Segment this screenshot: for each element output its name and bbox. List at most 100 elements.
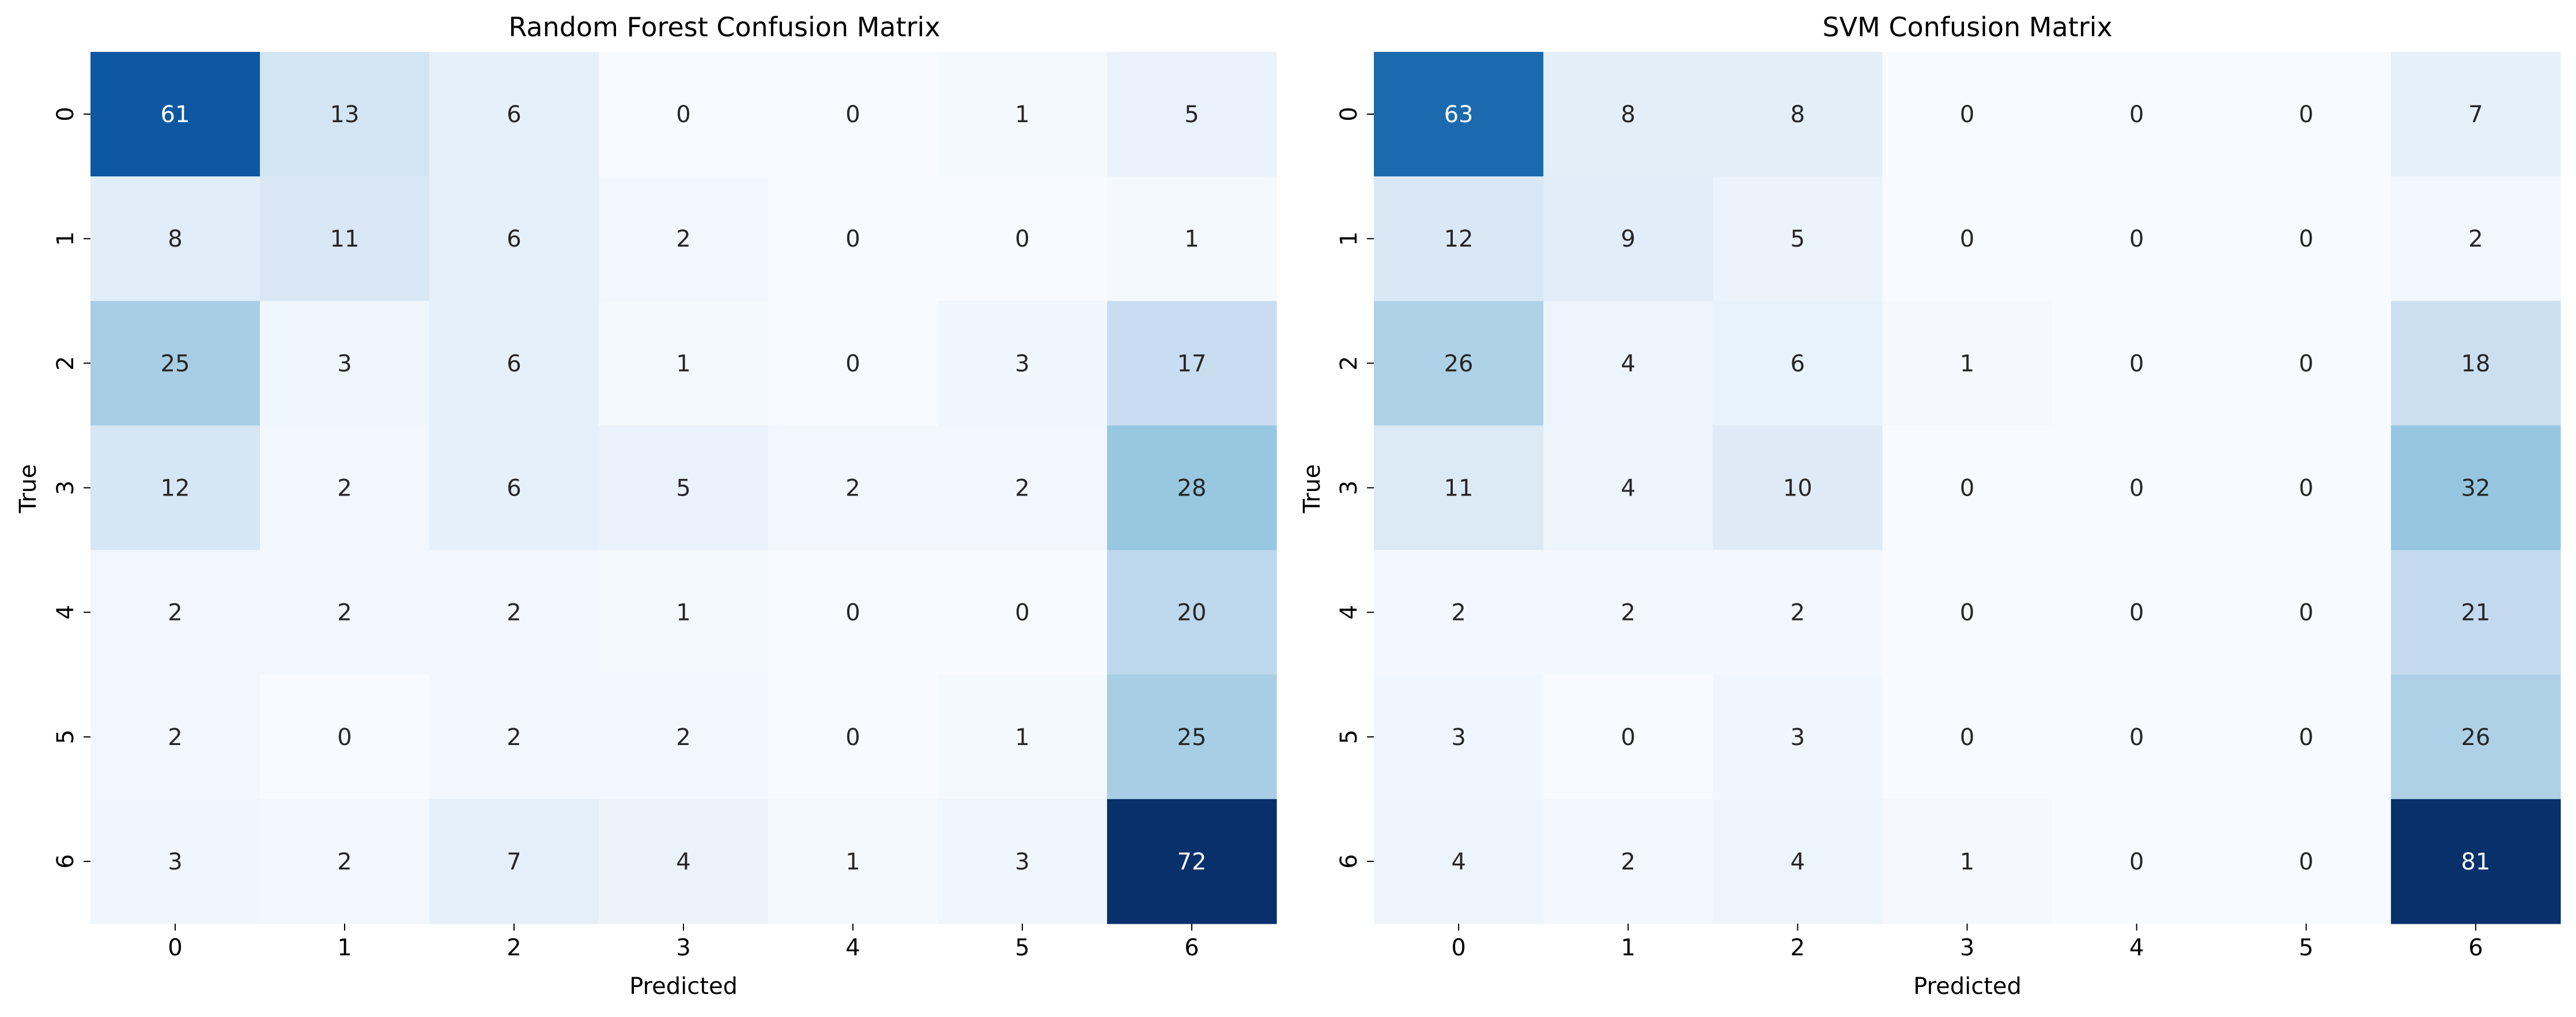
cell-4-2 bbox=[1713, 550, 1883, 675]
cell-label-5-1: 0 bbox=[1621, 724, 1635, 751]
cell-label-1-4: 0 bbox=[2129, 226, 2144, 252]
cell-label-3-3: 0 bbox=[1960, 475, 1974, 502]
y-axis-label: True bbox=[1299, 464, 1325, 514]
cell-4-5 bbox=[938, 550, 1108, 675]
x-tick-labels: 0 1 2 3 4 5 6 bbox=[1451, 924, 2483, 961]
cell-label-5-1: 0 bbox=[337, 724, 352, 751]
x-tick-label-4: 4 bbox=[2129, 935, 2144, 961]
cell-label-6-6: 81 bbox=[2461, 849, 2490, 875]
x-tick-labels: 0 1 2 3 4 5 6 bbox=[168, 924, 1199, 961]
cell-3-5 bbox=[938, 425, 1108, 551]
x-axis-label: Predicted bbox=[629, 973, 738, 1000]
cell-1-6 bbox=[1107, 176, 1277, 301]
cell-label-2-3: 1 bbox=[676, 350, 690, 377]
cell-2-3 bbox=[1882, 301, 2053, 426]
cell-label-2-4: 0 bbox=[2129, 350, 2144, 377]
cell-label-3-3: 5 bbox=[676, 475, 690, 502]
cell-1-1 bbox=[260, 176, 430, 301]
chart-title: Random Forest Confusion Matrix bbox=[508, 12, 940, 43]
cell-label-5-6: 26 bbox=[2461, 724, 2490, 751]
cell-2-0 bbox=[90, 301, 260, 426]
cell-3-3 bbox=[599, 425, 769, 551]
cell-0-2 bbox=[429, 52, 599, 177]
cell-1-6 bbox=[2390, 176, 2561, 301]
cell-6-0 bbox=[1374, 799, 1544, 924]
cell-label-3-2: 6 bbox=[507, 475, 521, 502]
cell-3-0 bbox=[1374, 425, 1544, 551]
cell-5-2 bbox=[429, 674, 599, 800]
cell-label-0-1: 8 bbox=[1621, 101, 1635, 128]
cell-0-5 bbox=[2221, 52, 2392, 177]
cell-label-3-1: 2 bbox=[337, 475, 352, 502]
y-tick-label-4: 4 bbox=[1336, 605, 1362, 619]
cell-4-0 bbox=[1374, 550, 1544, 675]
cell-label-6-3: 1 bbox=[1960, 849, 1974, 875]
cell-3-5 bbox=[2221, 425, 2392, 551]
cell-label-2-5: 0 bbox=[2299, 350, 2313, 377]
cell-label-4-0: 2 bbox=[1451, 600, 1465, 626]
cell-label-1-5: 0 bbox=[1015, 226, 1029, 252]
cell-2-4 bbox=[768, 301, 938, 426]
cell-label-6-3: 4 bbox=[676, 849, 690, 875]
cell-label-0-6: 5 bbox=[1184, 101, 1199, 128]
cell-6-1 bbox=[1543, 799, 1713, 924]
cell-2-6 bbox=[1107, 301, 1277, 426]
cell-label-5-3: 2 bbox=[676, 724, 690, 751]
cell-label-1-0: 12 bbox=[1444, 226, 1474, 252]
cell-6-4 bbox=[768, 799, 938, 924]
cell-1-3 bbox=[599, 176, 769, 301]
cell-4-3 bbox=[1882, 550, 2053, 675]
cell-label-0-5: 0 bbox=[2299, 101, 2313, 128]
cell-6-3 bbox=[1882, 799, 2053, 924]
cell-label-0-2: 6 bbox=[507, 101, 521, 128]
cell-6-5 bbox=[2221, 799, 2392, 924]
x-tick-label-6: 6 bbox=[1184, 935, 1199, 961]
cell-label-4-4: 0 bbox=[845, 600, 860, 626]
cell-label-6-2: 4 bbox=[1791, 849, 1805, 875]
y-tick-label-6: 6 bbox=[52, 854, 79, 868]
cell-6-2 bbox=[1713, 799, 1883, 924]
cell-label-1-6: 1 bbox=[1184, 226, 1199, 252]
cell-label-5-2: 2 bbox=[507, 724, 521, 751]
cell-label-4-2: 2 bbox=[507, 600, 521, 626]
x-axis-label: Predicted bbox=[1913, 973, 2022, 1000]
panel-svm: SVM Confusion Matrix 63 8 8 0 0 0 712 9 5 0 0 0 226 4… bbox=[1299, 12, 2561, 1000]
cell-5-6 bbox=[2390, 674, 2561, 800]
x-tick-label-3: 3 bbox=[1960, 935, 1974, 961]
cell-2-5 bbox=[938, 301, 1108, 426]
y-tick-label-6: 6 bbox=[1336, 854, 1362, 868]
cell-1-0 bbox=[1374, 176, 1544, 301]
cell-label-1-2: 5 bbox=[1791, 226, 1805, 252]
cell-5-1 bbox=[1543, 674, 1713, 800]
cell-5-0 bbox=[1374, 674, 1544, 800]
cell-label-0-3: 0 bbox=[676, 101, 690, 128]
y-tick-label-2: 2 bbox=[1336, 356, 1362, 370]
cell-5-1 bbox=[260, 674, 430, 800]
cell-6-1 bbox=[260, 799, 430, 924]
cell-1-1 bbox=[1543, 176, 1713, 301]
cell-2-2 bbox=[1713, 301, 1883, 426]
cell-3-2 bbox=[1713, 425, 1883, 551]
cell-2-6 bbox=[2390, 301, 2561, 426]
cell-2-3 bbox=[599, 301, 769, 426]
cell-1-5 bbox=[2221, 176, 2392, 301]
cell-label-5-4: 0 bbox=[845, 724, 860, 751]
cell-label-0-2: 8 bbox=[1791, 101, 1805, 128]
cell-label-0-6: 7 bbox=[2468, 101, 2483, 128]
cell-4-1 bbox=[1543, 550, 1713, 675]
cell-4-5 bbox=[2221, 550, 2392, 675]
cell-3-4 bbox=[768, 425, 938, 551]
cell-label-1-2: 6 bbox=[507, 226, 521, 252]
cell-4-4 bbox=[2052, 550, 2222, 675]
cell-label-3-0: 11 bbox=[1444, 475, 1474, 502]
cell-label-5-5: 0 bbox=[2299, 724, 2313, 751]
x-tick-label-5: 5 bbox=[1015, 935, 1029, 961]
y-tick-labels: 0 1 2 3 4 5 6 bbox=[1336, 107, 1374, 869]
cell-5-2 bbox=[1713, 674, 1883, 800]
x-tick-label-6: 6 bbox=[2468, 935, 2483, 961]
cell-1-4 bbox=[768, 176, 938, 301]
cell-4-3 bbox=[599, 550, 769, 675]
cell-label-5-4: 0 bbox=[2129, 724, 2144, 751]
